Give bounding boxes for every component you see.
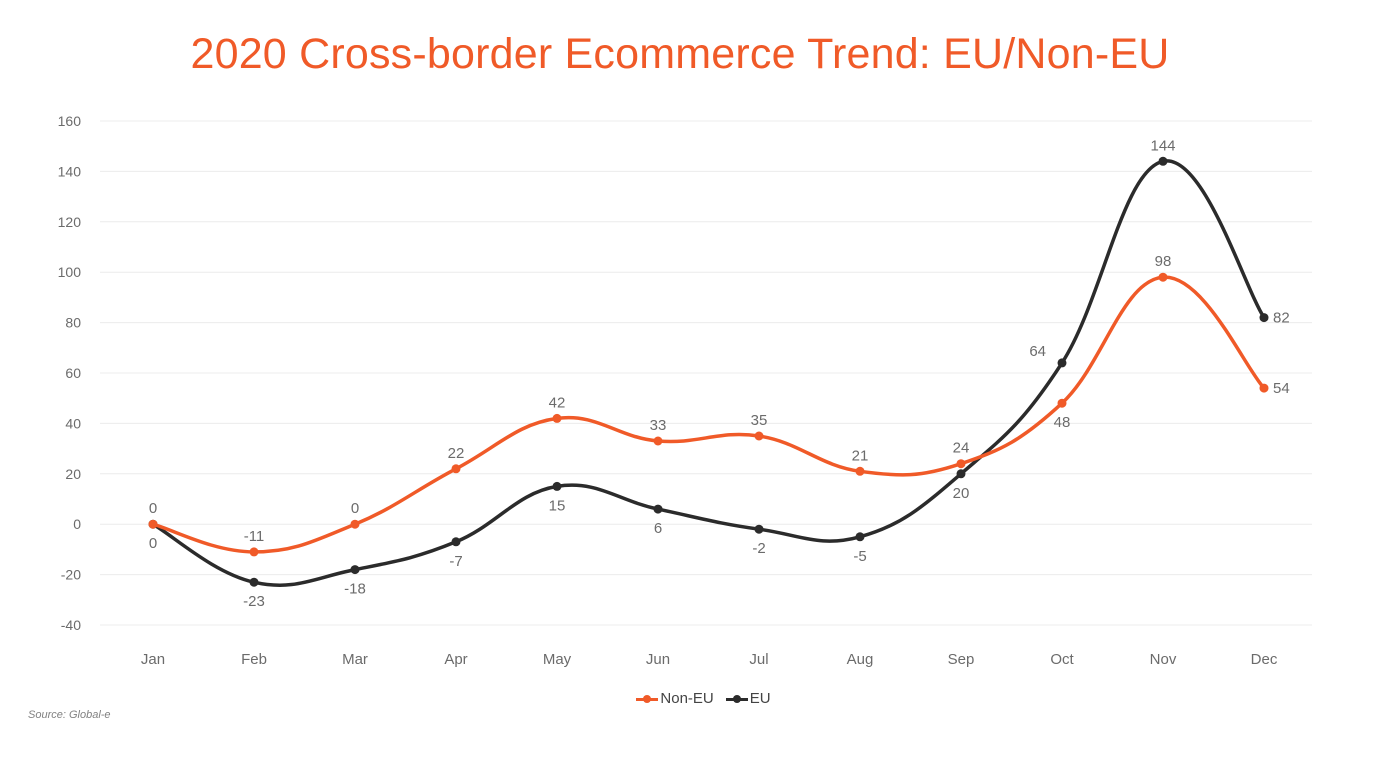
x-tick-label: May bbox=[543, 651, 572, 668]
data-point-eu bbox=[249, 577, 259, 587]
legend-item-eu: EU bbox=[725, 690, 771, 707]
y-tick-label: 160 bbox=[58, 113, 82, 129]
source-note: Source: Global-e bbox=[28, 709, 111, 721]
data-label-eu: -2 bbox=[752, 540, 765, 557]
data-label-non-eu: 35 bbox=[751, 412, 768, 429]
data-point-eu bbox=[956, 469, 966, 479]
data-label-non-eu: 0 bbox=[149, 500, 157, 517]
x-tick-label: Mar bbox=[342, 651, 368, 668]
data-label-eu: 82 bbox=[1273, 310, 1290, 327]
data-label-non-eu: 98 bbox=[1155, 253, 1172, 270]
data-label-non-eu: 33 bbox=[650, 417, 667, 434]
data-point-non-eu bbox=[1158, 272, 1168, 282]
legend-item-non-eu: Non-EU bbox=[636, 690, 714, 707]
legend-label-non-eu: Non-EU bbox=[660, 690, 714, 707]
data-point-eu bbox=[350, 565, 360, 575]
data-point-eu bbox=[1057, 358, 1067, 368]
data-point-non-eu bbox=[451, 464, 461, 474]
x-tick-label: Aug bbox=[847, 651, 874, 668]
legend-swatch-non-eu bbox=[636, 692, 659, 706]
y-tick-label: -40 bbox=[61, 617, 81, 633]
y-tick-label: 140 bbox=[58, 163, 82, 179]
x-tick-label: Apr bbox=[444, 651, 467, 668]
y-tick-label: -20 bbox=[61, 567, 81, 583]
series-line-non-eu bbox=[151, 275, 1266, 554]
data-label-non-eu: 42 bbox=[549, 394, 566, 411]
y-tick-label: 20 bbox=[65, 466, 81, 482]
data-point-non-eu bbox=[653, 436, 663, 446]
x-tick-label: Jun bbox=[646, 651, 670, 668]
x-tick-label: Jul bbox=[749, 651, 768, 668]
data-point-non-eu bbox=[1259, 383, 1269, 393]
data-label-eu: -18 bbox=[344, 581, 366, 598]
x-tick-label: Jan bbox=[141, 651, 165, 668]
data-label-eu: 0 bbox=[149, 535, 157, 552]
data-label-eu: -7 bbox=[449, 553, 462, 570]
data-point-eu bbox=[653, 504, 663, 514]
data-label-non-eu: -11 bbox=[244, 528, 265, 545]
data-label-eu: 64 bbox=[1029, 343, 1046, 360]
x-tick-label: Sep bbox=[948, 651, 975, 668]
chart-title: 2020 Cross-border Ecommerce Trend: EU/No… bbox=[190, 30, 1170, 78]
data-label-eu: 20 bbox=[953, 485, 970, 502]
x-tick-label: Feb bbox=[241, 651, 267, 668]
data-point-non-eu bbox=[754, 431, 764, 441]
data-label-eu: -5 bbox=[853, 548, 866, 565]
data-label-non-eu: 0 bbox=[351, 500, 359, 517]
legend-swatch-eu bbox=[725, 692, 748, 706]
y-tick-label: 100 bbox=[58, 264, 82, 280]
data-point-eu bbox=[1259, 313, 1269, 323]
data-point-eu bbox=[1158, 156, 1168, 166]
data-point-eu bbox=[552, 481, 562, 491]
y-tick-label: 120 bbox=[58, 214, 82, 230]
x-tick-label: Nov bbox=[1150, 651, 1177, 668]
y-tick-label: 80 bbox=[65, 315, 81, 331]
y-tick-label: 60 bbox=[65, 365, 81, 381]
data-point-non-eu bbox=[148, 519, 158, 529]
x-tick-label: Dec bbox=[1251, 651, 1278, 668]
legend-label-eu: EU bbox=[749, 690, 771, 707]
data-point-non-eu bbox=[249, 547, 259, 557]
y-tick-label: 0 bbox=[73, 516, 81, 532]
data-point-eu bbox=[451, 537, 461, 547]
data-point-non-eu bbox=[956, 459, 966, 469]
data-label-non-eu: 48 bbox=[1054, 414, 1071, 431]
data-point-non-eu bbox=[855, 466, 865, 476]
data-label-non-eu: 21 bbox=[852, 447, 869, 464]
data-label-eu: 6 bbox=[654, 520, 662, 537]
chart-legend: Non-EU EU bbox=[0, 690, 1377, 707]
x-tick-label: Oct bbox=[1050, 651, 1074, 668]
data-label-non-eu: 22 bbox=[448, 445, 465, 462]
data-label-non-eu: 24 bbox=[953, 440, 970, 457]
data-label-eu: -23 bbox=[243, 593, 265, 610]
data-label-eu: 144 bbox=[1150, 137, 1175, 154]
data-point-eu bbox=[855, 532, 865, 542]
data-label-non-eu: 54 bbox=[1273, 380, 1290, 397]
data-point-non-eu bbox=[552, 413, 562, 423]
y-tick-label: 40 bbox=[65, 415, 81, 431]
data-point-eu bbox=[754, 524, 764, 534]
data-label-eu: 15 bbox=[549, 497, 566, 514]
data-point-non-eu bbox=[350, 519, 360, 529]
data-point-non-eu bbox=[1057, 398, 1067, 408]
